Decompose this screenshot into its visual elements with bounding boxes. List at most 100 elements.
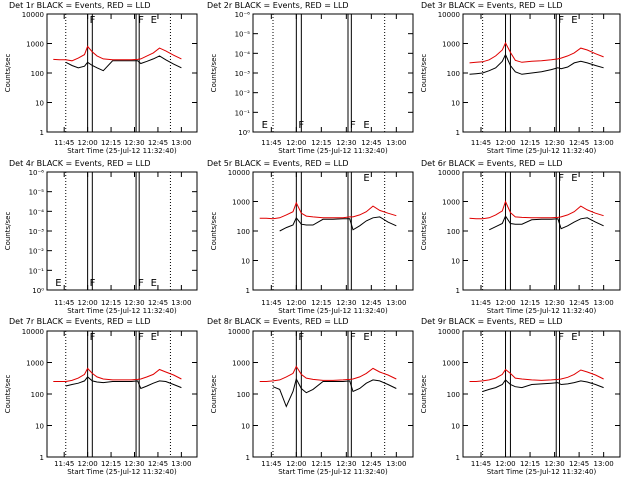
y-tick-label: 1000 — [26, 360, 44, 368]
series-lld-line — [259, 201, 397, 220]
y-tick-label: 100 — [237, 391, 250, 399]
x-tick-label: 12:00 — [286, 299, 306, 307]
y-tick-label: 10000 — [438, 11, 460, 19]
y-tick-label: 10000 — [22, 328, 44, 336]
series-lld-line — [259, 365, 397, 382]
flag-label: E — [55, 278, 61, 289]
y-axis-label: Counts/sec — [4, 212, 12, 251]
flag-label: F — [90, 332, 96, 343]
series-lld-line — [53, 367, 182, 382]
y-tick-label: 100 — [447, 228, 460, 236]
x-tick-label: 12:30 — [124, 299, 144, 307]
y-tick-label: 10 — [35, 100, 44, 108]
plot-frame — [252, 171, 414, 291]
flag-label: F — [558, 173, 564, 184]
x-tick-label: 12:00 — [78, 460, 98, 468]
y-tick-label: 10⁻¹ — [235, 109, 251, 117]
x-tick-label: 11:45 — [54, 139, 74, 147]
panel-det-2: Det 2r BLACK = Events, RED = LLD Counts/s… — [207, 1, 414, 155]
panel-title: Det 9r BLACK = Events, RED = LLD — [421, 317, 563, 326]
x-tick-label: 12:45 — [361, 299, 381, 307]
flag-label: E — [571, 15, 577, 26]
x-tick-label: 13:00 — [386, 139, 406, 147]
series-events-line — [488, 215, 604, 231]
x-tick-label: 12:00 — [286, 460, 306, 468]
y-tick-label: 10⁻² — [235, 90, 251, 98]
x-tick-label: 12:45 — [148, 139, 168, 147]
series-lld-line — [469, 368, 604, 382]
flag-label: F — [350, 120, 356, 131]
x-axis-label: Start Time (25-Jul-12 11:32:40) — [278, 468, 388, 476]
y-tick-label: 1 — [40, 129, 44, 137]
panel-det-9: Det 9r BLACK = Events, RED = LLD Counts/s… — [420, 317, 621, 476]
y-axis-label: Counts/sec — [420, 54, 428, 93]
y-tick-label: 1000 — [232, 360, 250, 368]
panel-det-8: Det 8r BLACK = Events, RED = LLD Counts/s… — [207, 317, 414, 476]
y-tick-label: 1 — [246, 287, 250, 295]
plot-frame — [252, 13, 414, 133]
x-tick-label: 12:30 — [124, 139, 144, 147]
flag-label: F — [138, 278, 144, 289]
flag-label: F — [138, 15, 144, 26]
x-tick-label: 12:15 — [311, 460, 331, 468]
y-tick-label: 1 — [40, 454, 44, 462]
flag-label: F — [90, 15, 96, 26]
x-tick-label: 12:00 — [495, 139, 515, 147]
x-tick-label: 13:00 — [594, 139, 614, 147]
y-tick-label: 10⁻³ — [235, 70, 251, 78]
x-tick-label: 12:30 — [544, 460, 564, 468]
flag-label: F — [558, 15, 564, 26]
x-tick-label: 12:15 — [520, 139, 540, 147]
plot-frame — [252, 330, 414, 458]
y-tick-label: 10000 — [228, 328, 250, 336]
x-tick-label: 12:30 — [336, 139, 356, 147]
x-tick-label: 12:15 — [101, 460, 121, 468]
x-tick-label: 11:45 — [261, 139, 281, 147]
y-tick-label: 1000 — [442, 41, 460, 49]
x-tick-label: 12:30 — [336, 299, 356, 307]
panel-title: Det 5r BLACK = Events, RED = LLD — [207, 159, 349, 168]
x-axis-label: Start Time (25-Jul-12 11:32:40) — [487, 147, 597, 155]
flag-label: E — [151, 15, 157, 26]
y-tick-label: 10⁰ — [32, 287, 44, 295]
y-tick-label: 10⁻⁵ — [29, 189, 45, 197]
series-lld-line — [469, 41, 604, 64]
y-tick-label: 10⁻⁴ — [235, 50, 251, 58]
x-axis-label: Start Time (25-Jul-12 11:32:40) — [487, 468, 597, 476]
y-tick-label: 100 — [237, 228, 250, 236]
series-events-line — [65, 376, 182, 390]
flag-label: F — [298, 120, 304, 131]
panel-title: Det 8r BLACK = Events, RED = LLD — [207, 317, 349, 326]
flag-label: E — [262, 120, 268, 131]
panel-title: Det 3r BLACK = Events, RED = LLD — [421, 1, 563, 10]
plot-frame — [46, 13, 198, 133]
flag-label: F — [138, 332, 144, 343]
y-tick-label: 1000 — [442, 360, 460, 368]
series-lld-line — [469, 200, 604, 220]
y-tick-label: 1 — [456, 129, 460, 137]
y-tick-label: 1000 — [442, 199, 460, 207]
x-tick-label: 12:15 — [520, 299, 540, 307]
flag-label: E — [151, 278, 157, 289]
y-tick-label: 10 — [451, 423, 460, 431]
flag-label: E — [363, 173, 369, 184]
plot-frame — [46, 171, 198, 291]
plot-frame — [46, 330, 198, 458]
panel-det-3: Det 3r BLACK = Events, RED = LLD Counts/s… — [420, 1, 621, 155]
y-tick-label: 10⁻⁵ — [235, 31, 251, 39]
flag-label: F — [298, 332, 304, 343]
flag-label: E — [363, 120, 369, 131]
x-tick-label: 11:45 — [54, 460, 74, 468]
x-tick-label: 12:00 — [495, 460, 515, 468]
panel-title: Det 4r BLACK = Events, RED = LLD — [9, 159, 151, 168]
x-tick-label: 12:45 — [361, 139, 381, 147]
x-tick-label: 13:00 — [386, 460, 406, 468]
series-lld-line — [53, 45, 182, 62]
x-tick-label: 13:00 — [171, 139, 191, 147]
x-tick-label: 13:00 — [386, 299, 406, 307]
flag-label: E — [571, 173, 577, 184]
x-tick-label: 13:00 — [594, 299, 614, 307]
y-tick-label: 1 — [456, 287, 460, 295]
x-tick-label: 12:15 — [101, 299, 121, 307]
